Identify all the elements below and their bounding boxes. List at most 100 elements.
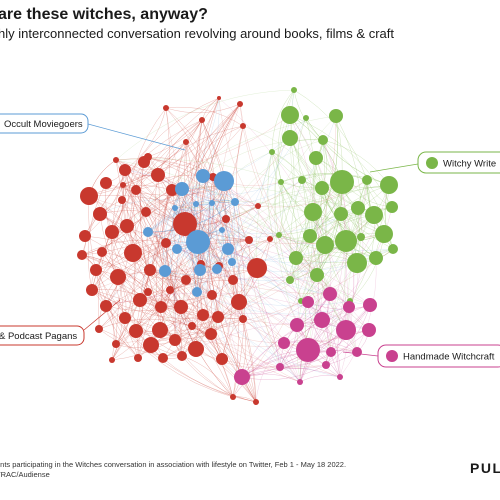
network-edge [149, 269, 234, 398]
network-node-pagans [118, 196, 126, 204]
network-edge [225, 200, 359, 220]
network-node-pagans [239, 315, 247, 323]
network-node-writers [347, 253, 367, 273]
network-edge [135, 205, 259, 332]
network-edge [231, 214, 375, 263]
network-node-writers [276, 232, 282, 238]
network-node-writers [334, 207, 348, 221]
legend-dot [426, 157, 438, 169]
network-node-pagans [100, 177, 112, 189]
network-edge [176, 248, 309, 351]
network-edge [147, 291, 212, 335]
network-node-pagans [188, 341, 204, 357]
network-node-occult [159, 265, 171, 277]
network-node-craft [276, 363, 284, 371]
network-edge [202, 175, 250, 241]
network-edge [241, 351, 332, 378]
network-node-writers [351, 201, 365, 215]
network-node-occult [212, 264, 222, 274]
network-edge [140, 161, 183, 357]
network-edge [124, 169, 197, 205]
network-node-writers [329, 109, 343, 123]
network-edge [95, 269, 162, 308]
network-edge [98, 328, 139, 359]
network-edge [81, 254, 223, 360]
network-node-writers [330, 170, 354, 194]
network-edge [105, 242, 167, 307]
network-edge [91, 189, 137, 291]
network-edge [200, 263, 341, 378]
network-node-pagans [166, 286, 174, 294]
network-edge [248, 239, 301, 383]
network-edge [316, 115, 343, 276]
network-edge [124, 114, 291, 171]
network-edge [289, 179, 307, 281]
network-edge [176, 248, 194, 327]
network-edge [135, 189, 198, 293]
community-label-text: Witchy Write [443, 159, 496, 170]
network-edge [211, 151, 273, 204]
network-edge [223, 180, 301, 383]
network-edge [196, 97, 223, 360]
network-node-pagans [177, 351, 187, 361]
network-edge [135, 176, 214, 332]
network-node-craft [363, 298, 377, 312]
network-edge [150, 268, 218, 346]
network-edge [198, 119, 244, 320]
network-edge [232, 276, 371, 306]
network-edge [171, 125, 244, 191]
network-edge [135, 189, 163, 308]
network-edge [101, 251, 139, 359]
network-node-writers [282, 130, 298, 146]
network-node-writers [375, 225, 393, 243]
network-edge [221, 187, 323, 231]
network-edge [111, 314, 204, 361]
community-label-occult: Occult Moviegoers [0, 113, 186, 151]
network-edge [140, 161, 183, 357]
network-edge [165, 107, 244, 320]
network-edge [171, 189, 212, 335]
network-edge [88, 194, 250, 241]
network-edge [180, 306, 285, 344]
network-edge [210, 333, 257, 403]
network-edge [115, 174, 160, 345]
network-node-occult [143, 227, 153, 237]
network-edge [279, 351, 358, 369]
network-edge [295, 214, 375, 259]
network-edge [211, 202, 233, 263]
network-node-pagans [253, 399, 259, 405]
network-edge [278, 184, 390, 236]
network-edge [239, 103, 350, 308]
network-node-pagans [112, 340, 120, 348]
network-node-pagans [173, 212, 197, 236]
network-edge [147, 175, 204, 233]
network-edge [280, 181, 377, 259]
network-edge [199, 151, 273, 271]
network-edge [115, 119, 203, 345]
network-node-pagans [161, 238, 171, 248]
network-node-writers [303, 115, 309, 121]
community-label-text: Occult Moviegoers [4, 119, 83, 130]
network-edge [115, 158, 385, 235]
network-node-writers [318, 135, 328, 145]
network-node-writers [388, 244, 398, 254]
network-edge [241, 368, 341, 378]
network-node-pagans [119, 164, 131, 176]
network-edge [181, 97, 220, 219]
network-node-pagans [86, 284, 98, 296]
network-edge [162, 238, 271, 359]
network-edge [191, 325, 257, 403]
network-edge [181, 188, 229, 250]
network-edge [101, 251, 212, 335]
network-edge [135, 125, 244, 191]
network-edge [296, 244, 326, 383]
network-edge [111, 169, 126, 319]
network-node-writers [298, 176, 306, 184]
network-edge [181, 188, 281, 368]
network-node-pagans [134, 354, 142, 362]
network-edge [145, 211, 243, 378]
network-edge [314, 139, 326, 246]
network-edge [280, 181, 318, 276]
network-node-pagans [222, 215, 230, 223]
network-edge [91, 97, 220, 291]
